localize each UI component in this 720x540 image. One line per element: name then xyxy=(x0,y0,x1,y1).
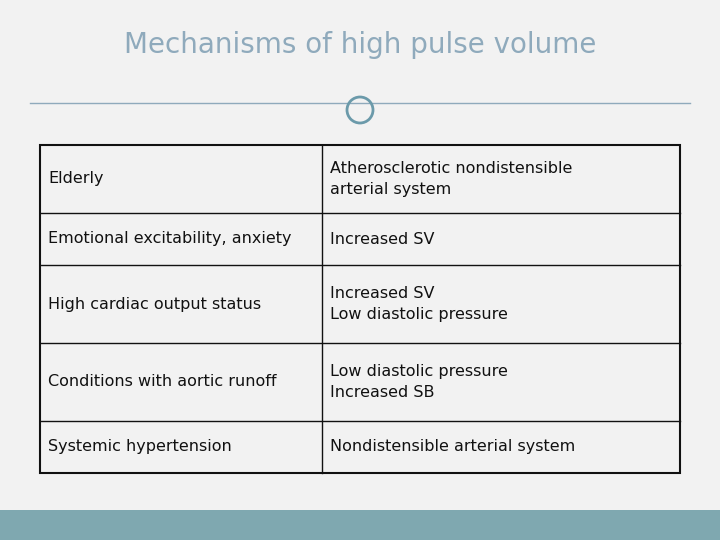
Text: Nondistensible arterial system: Nondistensible arterial system xyxy=(330,440,575,455)
Text: Emotional excitability, anxiety: Emotional excitability, anxiety xyxy=(48,232,292,246)
Text: Increased SV: Increased SV xyxy=(330,232,434,246)
Text: Atherosclerotic nondistensible
arterial system: Atherosclerotic nondistensible arterial … xyxy=(330,161,572,197)
Text: Systemic hypertension: Systemic hypertension xyxy=(48,440,232,455)
Text: Conditions with aortic runoff: Conditions with aortic runoff xyxy=(48,375,276,389)
Bar xyxy=(40,145,680,473)
FancyBboxPatch shape xyxy=(0,510,720,540)
Text: High cardiac output status: High cardiac output status xyxy=(48,296,261,312)
Text: Elderly: Elderly xyxy=(48,172,104,186)
Text: Increased SV
Low diastolic pressure: Increased SV Low diastolic pressure xyxy=(330,286,508,322)
Text: Mechanisms of high pulse volume: Mechanisms of high pulse volume xyxy=(124,31,596,59)
Text: Low diastolic pressure
Increased SB: Low diastolic pressure Increased SB xyxy=(330,364,508,400)
